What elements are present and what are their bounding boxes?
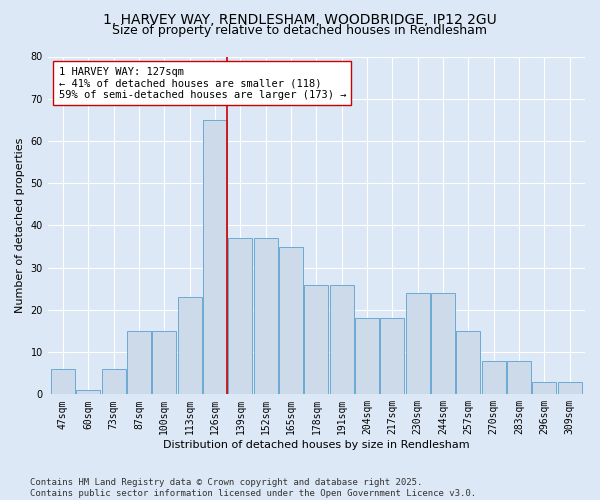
Bar	[406, 293, 430, 394]
Text: Contains HM Land Registry data © Crown copyright and database right 2025.
Contai: Contains HM Land Registry data © Crown c…	[30, 478, 476, 498]
Bar	[532, 382, 556, 394]
Bar	[254, 238, 278, 394]
Y-axis label: Number of detached properties: Number of detached properties	[15, 138, 25, 313]
Bar	[127, 331, 151, 394]
Text: 1 HARVEY WAY: 127sqm
← 41% of detached houses are smaller (118)
59% of semi-deta: 1 HARVEY WAY: 127sqm ← 41% of detached h…	[59, 66, 346, 100]
Bar	[431, 293, 455, 394]
Bar	[152, 331, 176, 394]
Bar	[101, 369, 126, 394]
Bar	[355, 318, 379, 394]
X-axis label: Distribution of detached houses by size in Rendlesham: Distribution of detached houses by size …	[163, 440, 470, 450]
Bar	[558, 382, 582, 394]
Text: 1, HARVEY WAY, RENDLESHAM, WOODBRIDGE, IP12 2GU: 1, HARVEY WAY, RENDLESHAM, WOODBRIDGE, I…	[103, 12, 497, 26]
Bar	[51, 369, 75, 394]
Bar	[76, 390, 100, 394]
Bar	[203, 120, 227, 394]
Bar	[482, 360, 506, 394]
Bar	[178, 297, 202, 394]
Bar	[329, 284, 354, 395]
Bar	[304, 284, 328, 395]
Bar	[457, 331, 481, 394]
Bar	[507, 360, 531, 394]
Bar	[380, 318, 404, 394]
Bar	[229, 238, 253, 394]
Bar	[279, 246, 303, 394]
Text: Size of property relative to detached houses in Rendlesham: Size of property relative to detached ho…	[113, 24, 487, 37]
